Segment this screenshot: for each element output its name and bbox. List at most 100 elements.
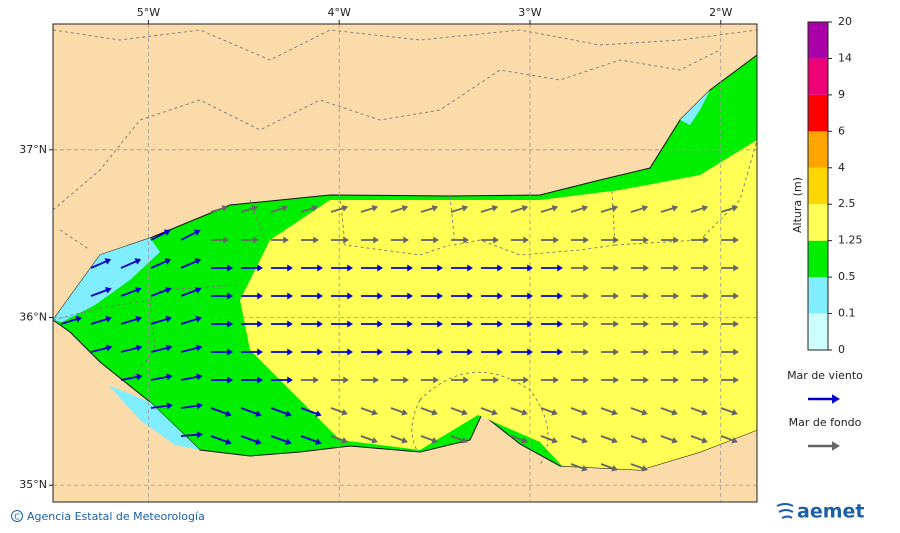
yellow-zone	[240, 140, 757, 470]
arrow-shaft	[180, 230, 198, 241]
wave-arrows	[60, 205, 739, 472]
arrow-head	[166, 373, 173, 381]
arrow-head	[105, 344, 113, 352]
colorbar-segment	[808, 58, 828, 95]
arrow-head	[343, 236, 349, 244]
arrow-head	[733, 376, 739, 384]
arrow-shaft	[300, 407, 319, 416]
arrow-head	[701, 436, 708, 444]
arrow-shaft	[540, 407, 555, 414]
arrow-head	[703, 236, 709, 244]
arrow-head	[643, 264, 649, 272]
arrow-head	[581, 436, 588, 444]
arrow-head	[401, 436, 408, 444]
map-frame	[52, 23, 758, 503]
arrow-head	[733, 348, 739, 356]
arrow-head	[673, 376, 679, 384]
arrow-shaft	[240, 435, 259, 444]
arrow-head	[225, 410, 232, 417]
arrow-head	[255, 410, 262, 417]
arrow-shaft	[600, 407, 615, 414]
arrow-head	[641, 205, 649, 212]
arrow-head	[433, 376, 439, 384]
arrow-shaft	[390, 206, 406, 213]
copyright-text: Agencia Estatal de Meteorología	[27, 510, 205, 523]
arrow-shaft	[150, 230, 168, 241]
arrow-head	[377, 264, 383, 272]
arrow-head	[227, 376, 233, 384]
arrow-shaft	[480, 407, 495, 414]
arrow-shaft	[570, 407, 585, 414]
colorbar-segment	[808, 204, 828, 241]
arrow-head	[731, 205, 739, 212]
arrow-head	[195, 315, 203, 323]
arrow-shaft	[630, 206, 646, 213]
x-tick-label: 2°W	[709, 6, 732, 19]
arrow-head	[611, 408, 618, 416]
arrow-head	[643, 292, 649, 300]
arrow-shaft	[60, 317, 79, 325]
arrow-head	[317, 264, 323, 272]
arrow-shaft	[180, 375, 200, 381]
arrow-head	[285, 438, 292, 445]
arrow-head	[257, 292, 263, 300]
arrow-head	[527, 264, 533, 272]
arrow-head	[347, 292, 353, 300]
arrow-head	[437, 348, 443, 356]
arrow-shaft	[690, 435, 705, 442]
arrow-head	[227, 292, 233, 300]
arrow-head	[733, 320, 739, 328]
arrow-head	[553, 236, 559, 244]
arrow-head	[461, 436, 468, 444]
arrow-shaft	[360, 407, 375, 414]
arrow-head	[583, 320, 589, 328]
arrow-head	[194, 258, 202, 265]
arrow-shaft	[120, 317, 139, 325]
border	[53, 29, 757, 61]
arrow-head	[377, 292, 383, 300]
y-tick-label: 36°N	[19, 311, 47, 324]
arrow-head	[257, 320, 263, 328]
arrow-head	[164, 258, 172, 265]
arrow-head	[227, 348, 233, 356]
cyan-zone	[108, 385, 200, 450]
arrow-head	[611, 436, 618, 444]
arrow-head	[75, 315, 83, 323]
colorbar-label: 0.1	[838, 307, 856, 320]
copyright-icon: C	[14, 513, 20, 522]
arrow-shaft	[720, 206, 736, 213]
arrow-head	[377, 348, 383, 356]
arrow-head	[491, 205, 499, 212]
colorbar-segment	[808, 277, 828, 314]
arrow-shaft	[570, 206, 586, 213]
x-tick-label: 4°W	[327, 6, 350, 19]
arrow-head	[551, 436, 558, 444]
arrow-head	[703, 292, 709, 300]
arrow-head	[703, 264, 709, 272]
arrow-head	[703, 320, 709, 328]
arrow-shaft	[570, 435, 585, 442]
arrow-head	[557, 320, 563, 328]
arrow-head	[583, 264, 589, 272]
axis-labels: 5°W 4°W 3°W 2°W 37°N 36°N 35°N	[19, 6, 732, 491]
arrow-shaft	[150, 404, 170, 409]
arrow-shaft	[150, 259, 169, 269]
arrow-shaft	[510, 206, 526, 213]
arrow-shaft	[240, 407, 259, 416]
arrow-shaft	[450, 435, 465, 442]
logo: aemet	[776, 501, 864, 523]
arrow-shaft	[420, 407, 435, 414]
arrow-shaft	[300, 206, 316, 213]
arrow-head	[733, 264, 739, 272]
arrow-shaft	[630, 463, 645, 470]
arrow-head	[497, 320, 503, 328]
arrow-shaft	[150, 346, 170, 353]
x-tick-label: 3°W	[518, 6, 541, 19]
arrow-shaft	[420, 206, 436, 213]
arrow-head	[377, 320, 383, 328]
logo-icon	[776, 503, 794, 519]
arrow-shaft	[120, 375, 140, 381]
arrow-head	[196, 402, 203, 410]
arrow-shaft	[120, 288, 139, 297]
arrow-head	[403, 236, 409, 244]
